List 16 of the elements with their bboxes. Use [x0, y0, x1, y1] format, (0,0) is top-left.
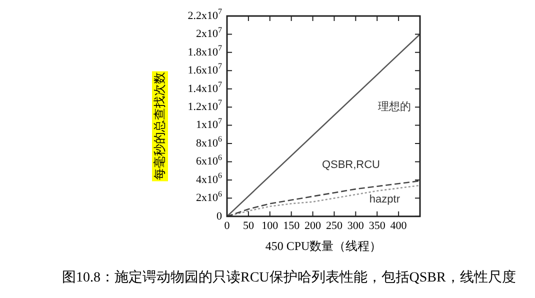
x-tick-label: 300 [347, 220, 364, 232]
x-tick-label: 50 [242, 220, 254, 232]
x-tick-label: 400 [390, 220, 408, 232]
series-label: 理想的 [378, 100, 412, 114]
y-tick-label: 0 [216, 210, 222, 222]
x-axis-title: 450 CPU数量（线程） [265, 238, 382, 253]
caption: 图10.8：施定谔动物园的只读RCU保护哈列表性能，包括QSBR，线性尺度 [62, 270, 516, 286]
x-tick-label: 150 [283, 220, 300, 232]
x-tick-label: 100 [262, 220, 279, 232]
x-tick-label: 250 [326, 220, 343, 232]
x-tick-label: 200 [304, 220, 322, 232]
series-label: QSBR,RCU [322, 158, 380, 171]
series-label: hazptr [369, 193, 400, 206]
y-axis-title: 每毫秒的总查找次数 [152, 72, 166, 180]
x-tick-label: 0 [224, 220, 230, 232]
x-tick-label: 350 [368, 220, 386, 232]
